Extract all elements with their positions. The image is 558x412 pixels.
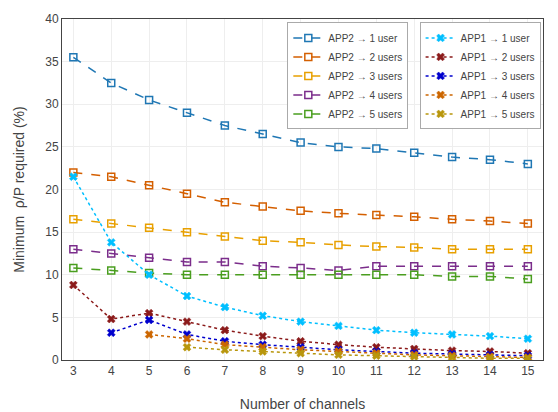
svg-text:11: 11 [370, 364, 383, 378]
svg-text:3: 3 [70, 364, 77, 378]
svg-text:5: 5 [52, 311, 59, 325]
svg-text:5: 5 [146, 364, 153, 378]
svg-text:14: 14 [483, 364, 497, 378]
svg-text:APP1 → 4 users: APP1 → 4 users [461, 90, 535, 101]
svg-text:APP1 → 3 users: APP1 → 3 users [461, 71, 535, 82]
svg-text:25: 25 [45, 140, 59, 154]
svg-text:APP1 → 1 user: APP1 → 1 user [461, 33, 531, 44]
svg-text:Number of channels: Number of channels [240, 396, 365, 412]
svg-text:APP2 → 5 users: APP2 → 5 users [328, 109, 402, 120]
svg-text:APP2 → 4 users: APP2 → 4 users [328, 90, 402, 101]
svg-text:10: 10 [332, 364, 346, 378]
svg-text:30: 30 [45, 97, 59, 111]
svg-text:6: 6 [184, 364, 191, 378]
svg-text:APP2 → 1 user: APP2 → 1 user [328, 33, 398, 44]
svg-text:APP1 → 5 users: APP1 → 5 users [461, 109, 535, 120]
svg-text:40: 40 [45, 12, 59, 26]
svg-text:4: 4 [108, 364, 115, 378]
svg-text:Minimum ρ/P required (%): Minimum ρ/P required (%) [11, 106, 27, 272]
svg-text:APP2 → 2 users: APP2 → 2 users [328, 52, 402, 63]
svg-text:35: 35 [45, 55, 59, 69]
svg-text:8: 8 [259, 364, 266, 378]
svg-text:7: 7 [222, 364, 229, 378]
svg-text:20: 20 [45, 183, 59, 197]
svg-text:APP1 → 2 users: APP1 → 2 users [461, 52, 535, 63]
svg-text:15: 15 [45, 225, 59, 239]
svg-text:12: 12 [408, 364, 422, 378]
svg-text:10: 10 [45, 268, 59, 282]
svg-text:APP2 → 3 users: APP2 → 3 users [328, 71, 402, 82]
svg-text:9: 9 [297, 364, 304, 378]
svg-text:15: 15 [521, 364, 535, 378]
svg-text:13: 13 [445, 364, 459, 378]
svg-text:0: 0 [52, 353, 59, 367]
